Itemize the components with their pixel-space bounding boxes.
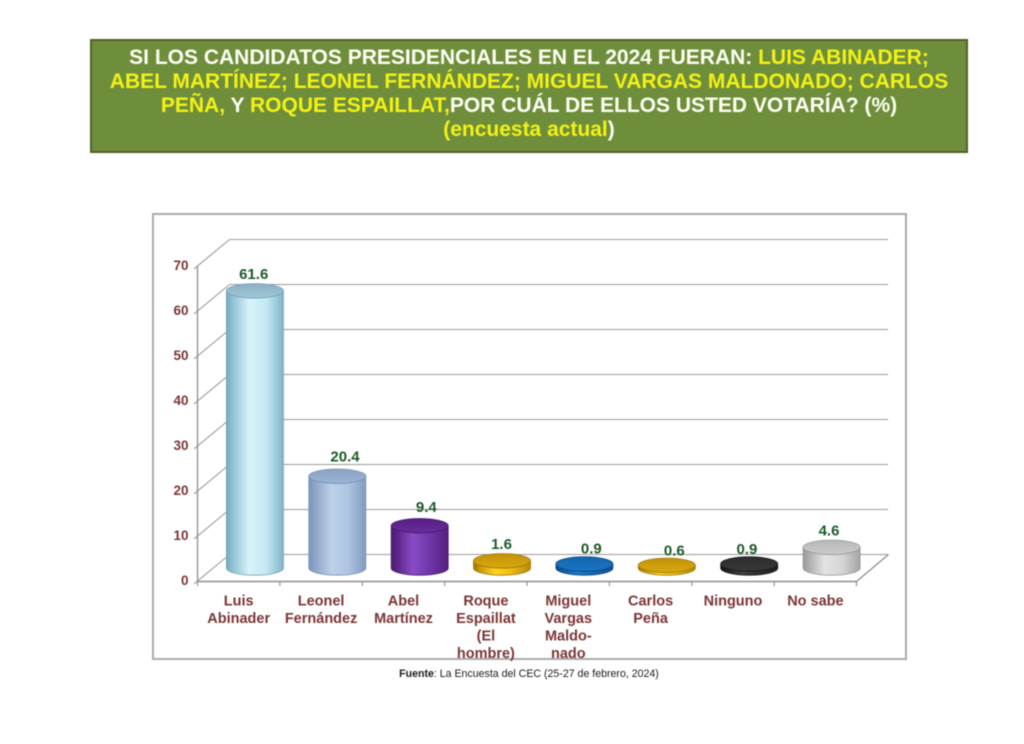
svg-text:Roque: Roque (463, 594, 508, 610)
svg-text:0.9: 0.9 (581, 541, 602, 558)
svg-text:60: 60 (173, 303, 188, 318)
svg-text:70: 70 (173, 258, 188, 273)
svg-text:30: 30 (173, 438, 188, 453)
svg-text:50: 50 (173, 348, 188, 363)
svg-text:Miguel: Miguel (545, 594, 591, 610)
svg-text:No sabe: No sabe (787, 594, 843, 610)
svg-text:0: 0 (181, 573, 189, 588)
svg-text:4.6: 4.6 (819, 523, 840, 540)
svg-text:Espaillat: Espaillat (456, 611, 516, 627)
svg-text:Maldo-: Maldo- (545, 629, 592, 645)
svg-text:20: 20 (173, 483, 188, 498)
svg-text:61.6: 61.6 (239, 266, 268, 283)
svg-text:0.9: 0.9 (736, 541, 757, 558)
svg-text:hombre): hombre) (457, 646, 515, 662)
svg-text:1.6: 1.6 (491, 536, 512, 553)
svg-text:10: 10 (173, 528, 188, 543)
svg-text:Leonel: Leonel (298, 594, 345, 610)
svg-text:Carlos: Carlos (628, 594, 673, 610)
svg-text:9.4: 9.4 (416, 499, 438, 516)
svg-text:Ninguno: Ninguno (704, 594, 763, 610)
svg-text:Vargas: Vargas (545, 611, 593, 627)
svg-text:Abinader: Abinader (207, 611, 270, 627)
svg-text:20.4: 20.4 (330, 449, 360, 466)
svg-text:(El: (El (477, 629, 496, 645)
svg-text:Peña: Peña (633, 611, 669, 627)
svg-text:Martínez: Martínez (374, 611, 433, 627)
svg-text:nado: nado (551, 646, 586, 662)
svg-text:Fernández: Fernández (285, 611, 358, 627)
svg-text:Abel: Abel (388, 594, 419, 610)
svg-text:0.6: 0.6 (664, 543, 685, 560)
svg-text:Luis: Luis (224, 594, 254, 610)
svg-text:40: 40 (173, 393, 188, 408)
